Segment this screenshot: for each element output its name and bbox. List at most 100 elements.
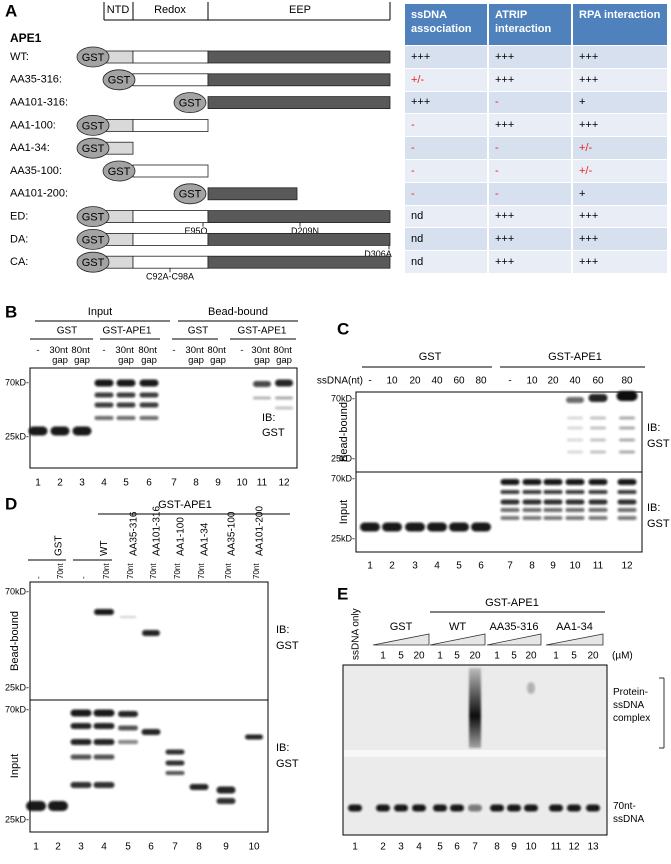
table-cell: +++ (573, 251, 667, 273)
concentration-label: 5 (511, 651, 517, 662)
band (360, 522, 380, 532)
lane-number: 3 (412, 561, 418, 572)
group-label: Input (88, 306, 112, 318)
band (118, 725, 138, 731)
lane-header: 30nt gap (49, 345, 70, 366)
lane-header: 60 (592, 376, 604, 387)
concentration-label: 1 (494, 651, 500, 662)
band (590, 450, 606, 454)
table-cell: +++ (573, 114, 667, 137)
band (500, 508, 520, 512)
band (450, 804, 464, 812)
gst-tag (76, 46, 110, 68)
subgroup-label: GST (57, 326, 78, 337)
gst-label: GST (82, 143, 105, 155)
domain-segment (207, 50, 391, 64)
band (116, 379, 136, 387)
lane-number: 9 (550, 561, 556, 572)
lane-number: 5 (123, 478, 129, 489)
domain-segment (207, 187, 298, 201)
construct-label: WT: (10, 51, 29, 63)
gst-tag (173, 92, 207, 113)
band (275, 379, 293, 387)
band (165, 760, 185, 766)
band (94, 379, 114, 387)
ssdna-label: - (34, 576, 43, 579)
mw-marker: 70kD- (331, 393, 355, 403)
sample-label: AA101-200 (255, 506, 266, 556)
mw-marker: 25kD- (331, 453, 355, 463)
sample-label: AA35-316 (129, 511, 140, 556)
sample-label: WT (449, 621, 466, 633)
band (524, 804, 538, 812)
gst-tag (76, 228, 110, 250)
band (382, 522, 402, 532)
sample-label: AA35-316 (490, 621, 539, 633)
band (567, 450, 583, 454)
concentration-label: 1 (437, 651, 443, 662)
band (116, 416, 136, 420)
sample-label: GST (390, 621, 413, 633)
sample-label: AA35-100 (227, 511, 238, 556)
concentration-label: 20 (469, 651, 481, 662)
blot-frame (29, 367, 298, 469)
domain-segment (132, 164, 209, 178)
table-cell: +++ (573, 68, 667, 91)
ssdna-label: 70nt (252, 563, 261, 579)
table-cell: - (405, 114, 487, 137)
antibody-label: IB: GST (276, 742, 299, 770)
band (507, 804, 521, 812)
well-boundary (344, 750, 606, 757)
ssdna-label: 70nt (224, 563, 233, 579)
band (567, 416, 583, 420)
band (26, 801, 46, 811)
concentration-label: 5 (571, 651, 577, 662)
lane-number: 1 (352, 842, 358, 853)
lane-number: 12 (621, 561, 633, 572)
band (543, 490, 563, 494)
gst-label: GST (82, 234, 105, 246)
panel-letter: C (337, 319, 349, 338)
table-cell: +++ (573, 46, 667, 68)
concentration-label: 20 (413, 651, 425, 662)
band (549, 804, 563, 812)
concentration-label: 5 (398, 651, 404, 662)
lane-number: 10 (248, 842, 260, 853)
band (48, 801, 68, 811)
construct-label: AA35-316: (10, 74, 62, 86)
lane-number: 12 (278, 478, 290, 489)
band (565, 516, 585, 520)
lane-header: 60 (453, 376, 465, 387)
band (619, 426, 635, 430)
group-label: GST-APE1 (548, 351, 602, 363)
band (70, 723, 92, 729)
band (93, 739, 115, 745)
band (116, 392, 136, 398)
lane-number: 6 (148, 842, 154, 853)
gst-tag (76, 206, 110, 228)
construct-label: CA: (10, 256, 28, 268)
lane-number: 1 (35, 478, 41, 489)
table-cell: + (573, 182, 667, 205)
table-cell: + (573, 91, 667, 114)
lane-number: 9 (215, 478, 221, 489)
lane-number: 4 (434, 561, 440, 572)
blot-frame (29, 581, 269, 701)
band (245, 734, 263, 740)
table-cell: - (489, 91, 571, 114)
lane-header: 10 (526, 376, 538, 387)
mw-marker: 25kD- (5, 431, 29, 441)
lane-header: - (240, 345, 243, 356)
lane-header: - (172, 345, 175, 356)
antibody-label: IB: GST (647, 422, 670, 450)
band (28, 426, 48, 436)
band (70, 754, 92, 760)
gst-label: GST (108, 75, 131, 87)
lane-header: 30nt gap (185, 345, 206, 366)
band (567, 426, 583, 430)
band (94, 392, 114, 398)
domain-label: Redox (154, 4, 186, 16)
band (93, 723, 115, 729)
